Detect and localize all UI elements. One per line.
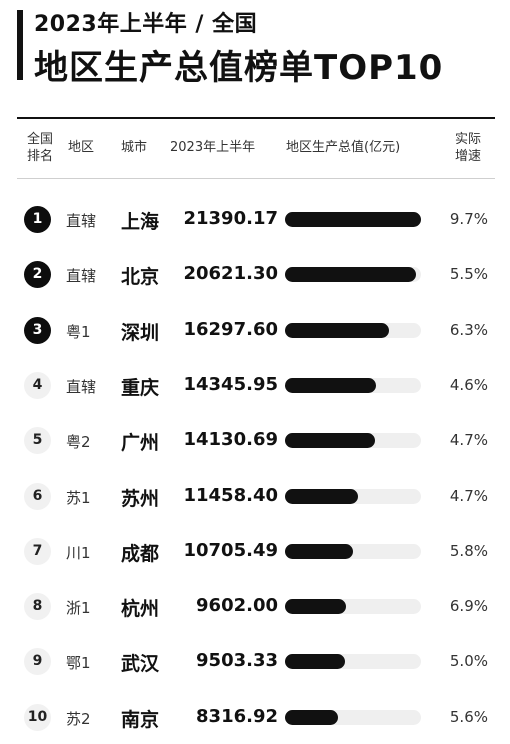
table-row: 9 鄂1 武汉 9503.33 5.0%	[0, 632, 510, 688]
rank-badge: 1	[24, 206, 51, 233]
table-row: 5 粤2 广州 14130.69 4.7%	[0, 411, 510, 467]
gdp-bar	[285, 654, 345, 670]
city-name: 深圳	[121, 321, 160, 344]
region-label: 粤2	[66, 433, 91, 452]
gdp-value: 14345.95	[183, 373, 278, 395]
city-name: 广州	[121, 432, 160, 455]
table-row: 7 川1 成都 10705.49 5.8%	[0, 522, 510, 578]
gdp-bar	[285, 543, 353, 559]
growth-rate: 4.6%	[449, 375, 488, 394]
col-header-growth-line1: 实际	[454, 132, 481, 147]
rank-badge: 6	[24, 482, 51, 510]
gdp-bar-track	[285, 212, 421, 227]
gdp-bar	[285, 433, 375, 449]
rank-badge: 9	[24, 648, 51, 676]
table-row: 8 浙1 杭州 9602.00 6.9%	[0, 577, 510, 633]
city-name: 成都	[121, 542, 160, 565]
growth-rate: 5.0%	[449, 652, 488, 671]
table-row: 1 直辖 上海 21390.17 9.7%	[0, 190, 510, 246]
city-name: 重庆	[121, 376, 160, 399]
gdp-bar	[285, 267, 416, 283]
gdp-bar-track	[285, 543, 421, 559]
city-name: 苏州	[121, 487, 160, 510]
rank-badge: 7	[24, 537, 51, 565]
region-label: 粤1	[66, 322, 91, 341]
table-row: 6 苏1 苏州 11458.40 4.7%	[0, 467, 510, 523]
gdp-value: 16297.60	[183, 318, 278, 340]
gdp-value: 14130.69	[183, 429, 278, 451]
city-name: 杭州	[121, 598, 160, 621]
gdp-value: 11458.40	[183, 484, 278, 506]
table-row: 10 苏2 南京 8316.92 5.6%	[0, 688, 510, 744]
col-header-gdp-label: 地区生产总值(亿元)	[286, 140, 401, 155]
region-label: 直辖	[66, 212, 97, 230]
city-name: 南京	[121, 708, 160, 731]
region-label: 苏1	[66, 488, 91, 507]
header-top-rule	[17, 117, 495, 119]
table-row: 3 粤1 深圳 16297.60 6.3%	[0, 301, 510, 357]
growth-rate: 9.7%	[449, 210, 488, 228]
gdp-bar-track	[285, 488, 421, 504]
rank-badge: 8	[24, 593, 51, 621]
region-label: 苏2	[66, 709, 91, 728]
page-title: 地区生产总值榜单TOP10	[34, 48, 444, 88]
region-label: 川1	[66, 543, 91, 562]
gdp-bar-track	[285, 433, 421, 449]
table-row: 2 直辖 北京 20621.30 5.5%	[0, 245, 510, 301]
gdp-bar-track	[285, 654, 421, 670]
growth-rate: 5.6%	[449, 707, 488, 726]
growth-rate: 6.3%	[449, 320, 488, 339]
gdp-bar-track	[285, 377, 421, 393]
gdp-bar-track	[285, 709, 421, 725]
growth-rate: 6.9%	[449, 597, 488, 616]
header-bottom-rule	[17, 178, 495, 179]
rank-badge: 10	[24, 703, 51, 731]
rank-badge: 5	[24, 427, 51, 455]
gdp-bar	[285, 212, 421, 227]
col-header-rank-line1: 全国	[26, 132, 53, 147]
growth-rate: 4.7%	[449, 431, 488, 450]
col-header-growth: 实际 增速	[448, 131, 488, 165]
region-label: 浙1	[66, 599, 91, 618]
region-label: 直辖	[66, 267, 97, 286]
col-header-rank-line2: 排名	[26, 149, 53, 164]
rank-badge: 3	[24, 316, 51, 344]
gdp-value: 8316.92	[196, 705, 278, 727]
rank-badge: 2	[24, 261, 51, 289]
growth-rate: 5.8%	[449, 541, 488, 560]
gdp-bar-track	[285, 599, 421, 615]
gdp-bar	[285, 599, 346, 615]
gdp-bar-track	[285, 267, 421, 283]
gdp-value: 9602.00	[196, 595, 278, 617]
gdp-bar	[285, 322, 389, 338]
city-name: 武汉	[121, 653, 160, 676]
gdp-value: 10705.49	[183, 539, 278, 561]
col-header-region: 地区	[68, 140, 95, 155]
gdp-bar	[285, 377, 376, 393]
gdp-value: 9503.33	[196, 650, 278, 672]
city-name: 上海	[121, 211, 160, 233]
table-row: 4 直辖 重庆 14345.95 4.6%	[0, 356, 510, 412]
growth-rate: 5.5%	[449, 265, 488, 284]
col-header-growth-line2: 增速	[454, 149, 481, 164]
gdp-bar	[285, 709, 338, 725]
col-header-city: 城市	[121, 140, 148, 155]
gdp-value: 20621.30	[183, 263, 278, 285]
gdp-value: 21390.17	[183, 208, 278, 229]
col-header-rank: 全国 排名	[22, 131, 58, 165]
region-label: 鄂1	[66, 654, 91, 673]
rank-badge: 4	[24, 371, 51, 399]
page-subtitle: 2023年上半年 / 全国	[34, 12, 258, 37]
region-label: 直辖	[66, 377, 97, 396]
growth-rate: 4.7%	[449, 486, 488, 505]
col-header-gdp-period: 2023年上半年	[170, 140, 256, 155]
gdp-bar-track	[285, 322, 421, 338]
gdp-bar	[285, 488, 358, 504]
title-accent-bar	[17, 10, 23, 80]
city-name: 北京	[121, 266, 160, 289]
